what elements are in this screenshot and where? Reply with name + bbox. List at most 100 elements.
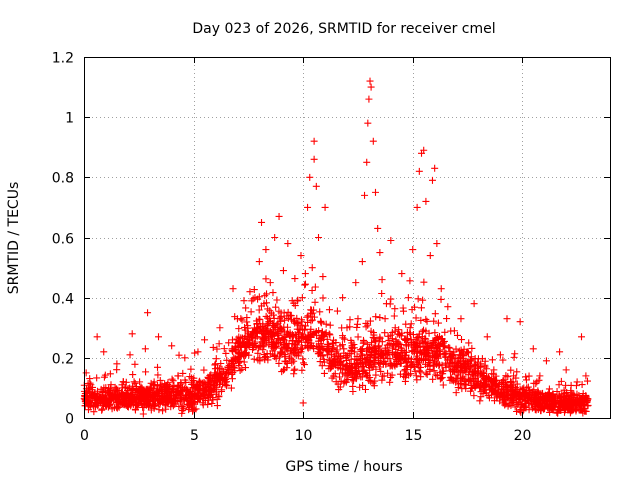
data-point [310, 155, 318, 163]
data-point [449, 368, 457, 376]
data-point [281, 316, 289, 324]
data-point [271, 234, 279, 241]
data-point [230, 364, 238, 372]
data-point [222, 349, 230, 357]
data-point [133, 401, 141, 409]
data-point [291, 302, 299, 310]
data-point [541, 396, 549, 404]
data-point [191, 398, 199, 406]
data-point [553, 387, 561, 395]
data-point [336, 373, 344, 381]
data-point [301, 270, 309, 278]
data-point [436, 350, 444, 358]
data-point [454, 384, 462, 392]
data-point [375, 342, 383, 350]
data-point [298, 316, 305, 324]
data-point [388, 371, 396, 379]
x-tick-label: 10 [295, 428, 313, 444]
data-point [320, 369, 328, 377]
data-point [242, 304, 250, 312]
data-point [317, 318, 325, 326]
data-point [350, 377, 358, 385]
data-point [271, 351, 279, 359]
data-point [416, 342, 424, 350]
data-point [143, 392, 151, 400]
data-point [226, 367, 234, 375]
data-point [417, 373, 425, 381]
data-point [255, 293, 263, 301]
data-point [470, 300, 478, 308]
data-point [349, 382, 357, 390]
data-point [284, 240, 292, 248]
data-point [248, 297, 256, 305]
data-point [229, 360, 237, 368]
data-point [318, 331, 326, 339]
data-point [442, 363, 450, 371]
x-tick-label: 20 [514, 428, 532, 444]
data-point [181, 385, 189, 393]
data-point [355, 367, 363, 375]
data-point [291, 275, 299, 283]
data-point [145, 403, 153, 411]
data-point [399, 347, 407, 355]
data-point [363, 158, 371, 166]
data-point [259, 320, 267, 328]
data-point [332, 348, 340, 356]
data-point [412, 335, 420, 343]
data-point [582, 372, 590, 380]
data-point [263, 353, 271, 361]
data-point [178, 403, 186, 411]
data-point [462, 378, 470, 386]
data-point [131, 405, 139, 413]
data-point [516, 318, 524, 326]
data-point [215, 393, 223, 401]
data-point [187, 393, 195, 401]
data-point [556, 348, 564, 356]
x-tick-label: 0 [80, 428, 89, 444]
data-point [438, 361, 446, 369]
data-point [428, 176, 436, 184]
data-point [534, 401, 542, 409]
data-point [510, 353, 518, 361]
data-point [530, 396, 538, 404]
data-point [471, 383, 479, 391]
data-point [348, 376, 356, 384]
data-point [209, 396, 217, 404]
data-point [432, 351, 440, 359]
data-point [417, 304, 425, 312]
data-point [233, 355, 241, 363]
data-point [296, 325, 304, 333]
data-point [106, 370, 114, 378]
data-point [444, 303, 452, 311]
data-point [167, 403, 175, 411]
data-point [129, 371, 137, 379]
data-point [424, 362, 432, 370]
data-point [142, 368, 150, 376]
data-point [163, 396, 171, 404]
data-point [494, 386, 502, 394]
data-point [335, 386, 343, 394]
data-point [96, 395, 104, 403]
data-point [264, 322, 272, 330]
data-point [454, 371, 462, 379]
data-point [453, 331, 461, 339]
data-point [477, 360, 485, 368]
data-point [529, 398, 537, 406]
data-point [90, 408, 98, 416]
data-point [324, 347, 332, 355]
data-point [381, 329, 389, 337]
data-point [209, 385, 217, 393]
data-point [274, 319, 282, 327]
data-point [396, 331, 404, 339]
data-point [531, 405, 539, 413]
y-tick-label: 0.6 [52, 232, 74, 248]
data-point [154, 371, 162, 379]
data-point [291, 365, 299, 373]
data-point [365, 376, 373, 384]
data-point [154, 381, 162, 389]
data-point [402, 357, 410, 365]
data-point [567, 408, 575, 416]
data-point [131, 360, 139, 368]
data-point [337, 357, 345, 365]
data-point [449, 351, 457, 359]
